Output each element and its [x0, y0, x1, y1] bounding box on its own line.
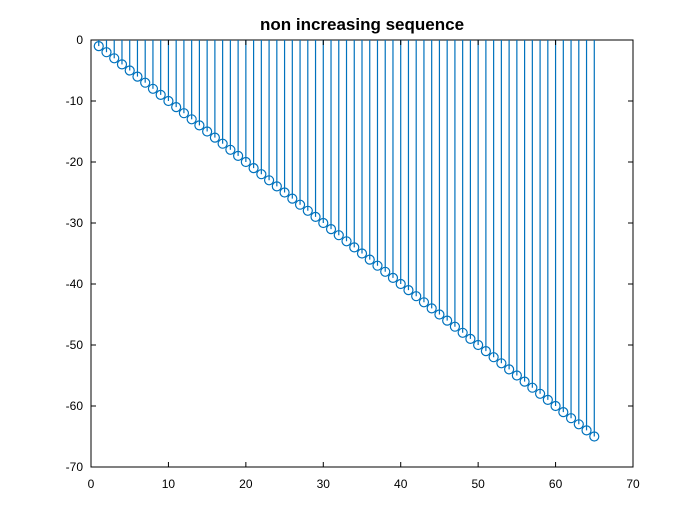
stem-marker	[186, 114, 197, 125]
stem-marker	[457, 327, 468, 338]
x-tick-label: 20	[239, 477, 253, 491]
stem-marker	[116, 59, 128, 70]
stem-marker	[573, 419, 584, 430]
stem-marker	[233, 150, 244, 161]
y-tick-label: -50	[66, 338, 84, 352]
stem-marker	[93, 40, 104, 52]
stem-marker	[504, 364, 515, 375]
stem-marker	[473, 339, 484, 351]
x-tick-label: 70	[626, 477, 640, 491]
y-tick-label: -60	[66, 399, 84, 413]
x-tick-label: 50	[471, 477, 485, 491]
stem-marker	[171, 101, 182, 113]
x-tick-label: 40	[394, 477, 408, 491]
stem-marker	[356, 248, 368, 259]
stem-marker	[426, 303, 437, 314]
stem-marker	[132, 71, 143, 82]
stem-marker	[519, 376, 530, 387]
stem-marker	[325, 224, 337, 235]
y-tick-label: -30	[66, 216, 84, 230]
x-tick-label: 30	[317, 477, 331, 491]
x-tick-label: 0	[88, 477, 95, 491]
stem-marker	[565, 413, 577, 424]
stem-marker	[178, 108, 190, 119]
stem-marker	[240, 156, 251, 168]
stem-marker	[465, 333, 476, 344]
stem-marker	[194, 120, 205, 131]
stem-marker	[589, 431, 600, 442]
stem-marker	[163, 95, 174, 107]
y-tick-label: -20	[66, 155, 84, 169]
stem-marker	[302, 205, 313, 216]
y-tick-label: 0	[76, 33, 83, 47]
stem-marker	[271, 181, 282, 192]
stem-marker	[542, 394, 553, 405]
y-tick-label: -10	[66, 94, 84, 108]
stem-marker	[380, 266, 391, 277]
stem-marker	[418, 297, 430, 308]
stem-marker	[449, 321, 461, 332]
stem-marker	[256, 169, 267, 180]
chart-title: non increasing sequence	[260, 15, 464, 34]
x-tick-label: 10	[162, 477, 176, 491]
stem-marker	[287, 193, 298, 204]
y-tick-label: -40	[66, 277, 84, 291]
stem-marker	[349, 242, 360, 253]
stem-marker	[333, 230, 344, 241]
stem-marker	[209, 132, 220, 143]
stem-marker	[480, 346, 491, 357]
stem-marker	[202, 126, 213, 137]
stem-marker	[124, 65, 135, 76]
stem-marker	[387, 272, 399, 283]
stem-marker	[225, 144, 236, 155]
plot-area	[90, 39, 634, 468]
stem-marker	[581, 425, 592, 436]
stem-marker	[372, 260, 383, 271]
stem-marker	[395, 278, 406, 290]
y-axis: 0 -10 -20 -30 -40 -50 -60 -70	[66, 33, 633, 474]
stem-marker	[558, 407, 569, 418]
x-tick-label: 60	[549, 477, 563, 491]
stem-marker	[310, 211, 321, 222]
stem-marker	[341, 236, 352, 247]
stem-marker	[109, 53, 120, 64]
stem-marker	[101, 47, 112, 58]
x-axis: 0 10 20 30 40 50 60 70	[88, 40, 640, 491]
stem-marker	[403, 285, 414, 296]
stem-marker	[279, 187, 290, 198]
stem-marker	[155, 89, 166, 101]
y-tick-label: -70	[66, 460, 84, 474]
stem-marker	[294, 199, 306, 210]
stem-marker	[263, 175, 275, 186]
stem-marker	[364, 254, 375, 265]
stem-marker	[511, 370, 522, 381]
stem-marker	[527, 382, 538, 393]
stem-marker	[217, 138, 228, 149]
stem-marker	[411, 291, 422, 302]
stem-marker	[534, 388, 546, 399]
stem-marker	[550, 400, 561, 412]
stem-marker	[318, 217, 329, 229]
stem-marker	[248, 163, 259, 174]
stem-marker	[434, 309, 445, 320]
stem-marker	[140, 77, 151, 88]
stem-marker	[488, 352, 499, 363]
stem-marker	[496, 358, 507, 369]
stem-marker	[442, 315, 453, 326]
stem-marker	[147, 83, 159, 94]
